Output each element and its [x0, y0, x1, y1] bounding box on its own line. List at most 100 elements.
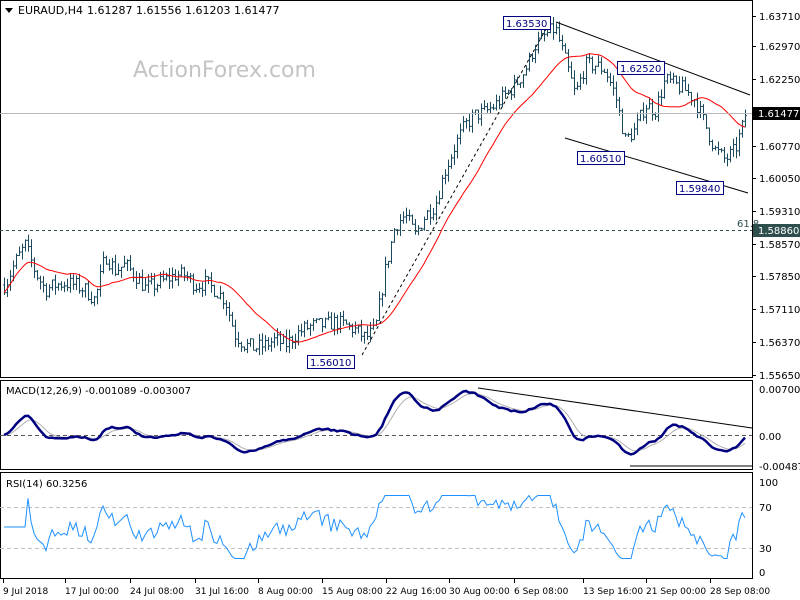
x-tick-label: 21 Sep 00:00 [646, 587, 706, 597]
price-bar [300, 323, 303, 337]
price-bar [27, 234, 30, 252]
price-bar [459, 123, 462, 145]
price-bar [624, 132, 627, 137]
header: EURAUD,H4 1.61287 1.61556 1.61203 1.6147… [5, 4, 279, 17]
price-annotation-label: 1.62520 [620, 64, 661, 75]
x-tick-label: 15 Aug 08:00 [322, 587, 383, 597]
price-bar [129, 255, 132, 272]
price-bar [81, 287, 84, 298]
macd-trend-line[interactable] [477, 387, 753, 429]
price-bar [492, 103, 495, 111]
price-bar [390, 241, 393, 264]
rsi-title: RSI(14) 60.3256 [6, 479, 87, 490]
price-bar [501, 86, 504, 108]
price-bar [408, 209, 411, 221]
price-bar [327, 311, 330, 321]
price-bar [726, 153, 729, 167]
price-bar [531, 53, 534, 62]
price-bar [333, 312, 336, 336]
price-bar [450, 154, 453, 169]
macd-signal-line [3, 392, 746, 452]
price-bar [237, 331, 240, 348]
rsi-y-tick-label: 100 [759, 478, 778, 489]
x-tick-label: 30 Aug 00:00 [449, 587, 510, 597]
price-bar [639, 109, 642, 122]
collapse-triangle-icon[interactable] [5, 8, 13, 13]
price-bar [168, 268, 171, 289]
price-bar [678, 76, 681, 95]
fib-level-label: 61.8 [737, 219, 759, 230]
price-annotation-label: 1.63530 [506, 19, 547, 30]
price-bar [378, 291, 381, 322]
price-bar [387, 260, 390, 269]
price-bar [342, 310, 345, 327]
price-bar [24, 239, 27, 252]
price-bar [555, 23, 558, 35]
price-bar [480, 103, 483, 126]
upper-trend-line[interactable] [555, 21, 751, 96]
price-bar [441, 174, 444, 200]
price-bar [684, 76, 687, 91]
price-bar [12, 260, 15, 282]
price-bar [528, 52, 531, 72]
price-bar [225, 300, 228, 316]
price-bar [657, 91, 660, 122]
price-bar [552, 17, 555, 40]
price-bar [744, 109, 747, 128]
price-bar [651, 98, 654, 121]
y-tick-label: 1.56370 [759, 338, 800, 349]
price-annotation-box [307, 355, 355, 369]
price-bar [564, 43, 567, 54]
price-bar [537, 31, 540, 54]
price-bar [198, 283, 201, 293]
price-bar [132, 267, 135, 282]
price-bar [675, 75, 678, 85]
price-bar [156, 283, 159, 293]
price-bar [735, 136, 738, 159]
price-bar [366, 325, 369, 340]
price-bar [486, 102, 489, 113]
price-bar [606, 68, 609, 83]
price-bar [600, 57, 603, 75]
price-bar [309, 323, 312, 336]
price-bar [57, 282, 60, 291]
price-bar [210, 272, 213, 293]
price-bar [504, 86, 507, 99]
price-annotation-box [577, 151, 625, 165]
price-bar [579, 73, 582, 90]
price-bar [69, 273, 72, 293]
price-annotation-box [617, 61, 665, 75]
price-bar [609, 72, 612, 86]
price-bar [630, 128, 633, 143]
price-bar [687, 83, 690, 96]
price-bar [192, 273, 195, 295]
price-bar [84, 283, 87, 298]
price-bar [240, 341, 243, 352]
price-bar [621, 108, 624, 135]
price-bar [315, 318, 318, 324]
price-bar [642, 102, 645, 121]
price-bar [561, 34, 564, 51]
price-bar [105, 255, 108, 265]
price-bar [321, 318, 324, 333]
price-bar [345, 319, 348, 325]
price-bar [714, 145, 717, 151]
price-bar [660, 89, 663, 106]
price-bar [42, 276, 45, 293]
price-bar [72, 274, 75, 290]
fib-base-line [361, 21, 551, 356]
price-bar [597, 55, 600, 67]
macd-y-tick-label: 0.00 [759, 432, 781, 443]
price-bar [267, 337, 270, 350]
price-bar [633, 122, 636, 141]
price-bar [249, 338, 252, 347]
price-bar [483, 100, 486, 111]
price-bar [507, 89, 510, 96]
price-bar [399, 214, 402, 237]
macd-main-line [3, 389, 746, 456]
rsi-y-tick-label: 30 [759, 544, 772, 555]
price-bar [411, 214, 414, 225]
price-bar [114, 254, 117, 277]
price-bar [222, 291, 225, 310]
price-bar [63, 281, 66, 293]
